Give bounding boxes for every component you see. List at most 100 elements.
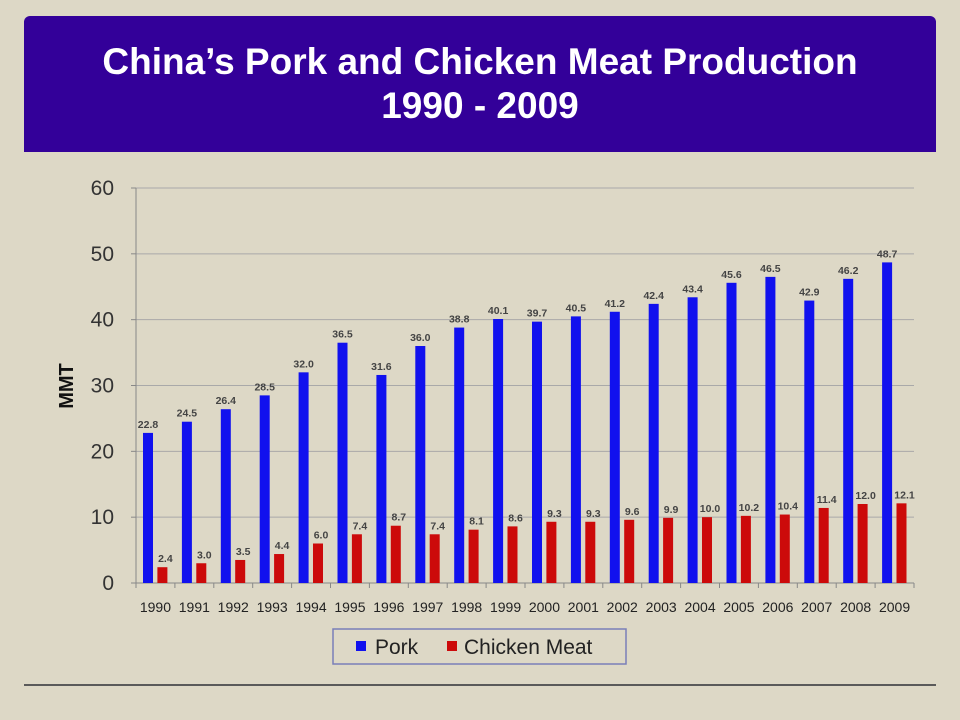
pork-bar — [143, 432, 154, 583]
pork-bar — [220, 409, 231, 583]
slide-subtitle: 1990 - 2009 — [381, 85, 579, 126]
chicken-bar — [624, 519, 635, 583]
legend-label-chicken: Chicken Meat — [464, 636, 593, 659]
pork-bar — [687, 297, 698, 583]
chicken-bar — [896, 503, 907, 583]
chicken-data-label: 8.1 — [469, 516, 484, 528]
pork-bar — [726, 282, 737, 583]
chicken-bar — [351, 534, 362, 583]
pork-data-label: 38.8 — [449, 314, 470, 326]
chicken-data-label: 9.6 — [625, 506, 640, 518]
x-tick-label: 1990 — [140, 599, 171, 615]
pork-bar — [415, 346, 426, 583]
pork-bar — [570, 316, 581, 583]
chicken-bar — [429, 534, 440, 583]
chicken-data-label: 10.0 — [700, 503, 721, 515]
chicken-data-label: 2.4 — [158, 553, 173, 565]
pork-data-label: 39.7 — [527, 308, 548, 320]
chicken-data-label: 3.5 — [236, 546, 251, 558]
pork-bar — [337, 342, 348, 583]
chicken-data-label: 7.4 — [353, 520, 368, 532]
pork-bar — [259, 395, 270, 583]
legend-swatch-chicken — [447, 641, 457, 651]
chicken-bar — [701, 517, 712, 583]
x-tick-label: 1999 — [490, 599, 521, 615]
legend-label-pork: Pork — [375, 636, 419, 659]
pork-data-label: 22.8 — [138, 419, 159, 431]
x-tick-label: 2005 — [723, 599, 754, 615]
chicken-bar — [235, 559, 246, 583]
chicken-bar — [312, 543, 323, 583]
y-tick-label: 10 — [91, 506, 114, 529]
chicken-data-label: 4.4 — [275, 540, 290, 552]
x-tick-label: 1993 — [257, 599, 288, 615]
chicken-data-label: 7.4 — [430, 520, 445, 532]
x-tick-label: 1998 — [451, 599, 482, 615]
pork-data-label: 26.4 — [216, 395, 237, 407]
x-tick-label: 2004 — [684, 599, 715, 615]
pork-data-label: 40.5 — [566, 302, 587, 314]
title-band: China’s Pork and Chicken Meat Production… — [24, 16, 936, 152]
chicken-bar — [546, 521, 557, 583]
y-tick-label: 20 — [91, 440, 114, 463]
x-tick-label: 2009 — [879, 599, 910, 615]
x-tick-label: 1994 — [295, 599, 326, 615]
pork-data-label: 46.2 — [838, 265, 859, 277]
pork-bar — [532, 321, 543, 583]
pork-bar — [765, 276, 776, 583]
pork-bar — [609, 311, 620, 583]
pork-bar — [648, 303, 659, 583]
chicken-bar — [818, 507, 829, 583]
chicken-bar — [663, 517, 674, 583]
y-tick-label: 60 — [91, 177, 114, 200]
chicken-data-label: 10.4 — [778, 501, 799, 513]
chicken-data-label: 3.0 — [197, 549, 212, 561]
chicken-bar — [157, 567, 168, 583]
pork-data-label: 36.5 — [332, 329, 353, 341]
y-tick-label: 50 — [91, 243, 114, 266]
x-tick-label: 2007 — [801, 599, 832, 615]
chicken-data-label: 8.6 — [508, 512, 523, 524]
chicken-data-label: 12.1 — [894, 489, 915, 501]
chicken-bar — [857, 504, 868, 583]
y-tick-label: 40 — [91, 309, 114, 332]
chicken-data-label: 12.0 — [855, 490, 876, 502]
y-axis-label: MMT — [56, 363, 78, 409]
legend-box — [332, 628, 627, 665]
x-tick-label: 2002 — [607, 599, 638, 615]
chicken-bar — [274, 554, 285, 583]
chicken-data-label: 10.2 — [739, 502, 760, 514]
pork-data-label: 43.4 — [682, 283, 703, 295]
pork-data-label: 32.0 — [293, 358, 314, 370]
pork-bar — [493, 319, 504, 583]
pork-data-label: 40.1 — [488, 305, 509, 317]
chicken-data-label: 11.4 — [817, 494, 837, 506]
x-tick-label: 1997 — [412, 599, 443, 615]
chicken-bar — [468, 529, 479, 583]
bottom-divider — [24, 684, 936, 686]
pork-data-label: 28.5 — [254, 381, 275, 393]
y-tick-label: 0 — [102, 572, 114, 595]
pork-data-label: 48.7 — [877, 248, 898, 260]
chicken-data-label: 8.7 — [391, 512, 406, 524]
pork-data-label: 42.9 — [799, 287, 820, 299]
pork-bar — [804, 300, 815, 583]
x-tick-label: 1996 — [373, 599, 404, 615]
pork-bar — [298, 372, 309, 583]
x-tick-label: 2003 — [646, 599, 677, 615]
chicken-bar — [585, 521, 596, 583]
y-tick-label: 30 — [91, 375, 114, 398]
chicken-bar — [196, 563, 207, 583]
x-tick-label: 1992 — [218, 599, 249, 615]
slide-title: China’s Pork and Chicken Meat Production — [102, 41, 858, 82]
pork-data-label: 42.4 — [643, 290, 664, 302]
chicken-bar — [779, 514, 790, 583]
chicken-data-label: 9.9 — [664, 504, 679, 516]
chicken-bar — [740, 515, 751, 583]
pork-data-label: 46.5 — [760, 263, 781, 275]
x-tick-label: 2008 — [840, 599, 871, 615]
chicken-data-label: 6.0 — [314, 530, 329, 542]
pork-data-label: 41.2 — [605, 298, 626, 310]
pork-bar — [843, 278, 854, 583]
